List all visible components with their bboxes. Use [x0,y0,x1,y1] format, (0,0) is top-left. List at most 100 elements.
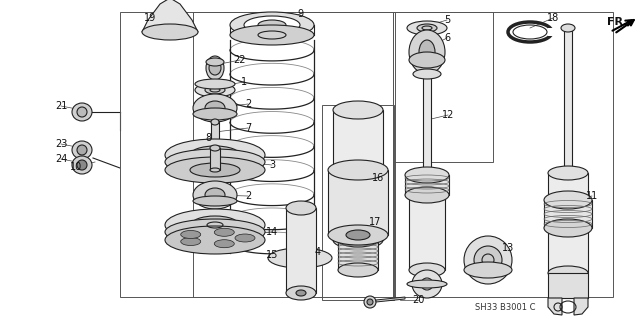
Bar [338,240,378,270]
Ellipse shape [142,24,198,40]
Ellipse shape [77,145,87,155]
Text: 16: 16 [372,173,384,183]
Ellipse shape [191,216,239,234]
Polygon shape [574,298,588,315]
Ellipse shape [338,233,378,247]
Ellipse shape [244,16,300,34]
Ellipse shape [413,69,441,79]
Ellipse shape [328,225,388,245]
Text: 7: 7 [245,123,251,133]
Bar [548,173,588,273]
Ellipse shape [211,119,219,125]
Text: 14: 14 [266,227,278,237]
Text: 15: 15 [266,250,278,260]
Ellipse shape [211,145,219,151]
Ellipse shape [180,238,201,246]
Text: 11: 11 [586,191,598,201]
Ellipse shape [409,263,445,277]
Ellipse shape [235,234,255,242]
Ellipse shape [554,168,582,178]
Ellipse shape [165,149,265,175]
Text: 17: 17 [369,217,381,227]
Bar [211,122,219,148]
Ellipse shape [290,254,310,262]
Ellipse shape [206,56,224,80]
Text: 9: 9 [297,9,303,19]
Ellipse shape [268,248,332,268]
Text: 8: 8 [205,133,211,143]
Ellipse shape [328,160,388,180]
Ellipse shape [407,21,447,35]
Ellipse shape [286,286,316,300]
Ellipse shape [72,103,92,121]
Text: 3: 3 [269,160,275,170]
Bar [409,180,445,270]
Text: 6: 6 [444,33,450,43]
Text: 4: 4 [315,247,321,257]
Bar [548,28,556,36]
Ellipse shape [165,157,265,183]
Ellipse shape [206,58,224,66]
Ellipse shape [195,79,235,89]
Ellipse shape [405,167,449,183]
Ellipse shape [333,101,383,119]
Text: 2: 2 [245,99,251,109]
Ellipse shape [474,246,502,274]
Ellipse shape [548,166,588,180]
Ellipse shape [419,40,435,64]
Text: 12: 12 [442,110,454,120]
Bar [393,12,613,297]
Ellipse shape [193,196,237,206]
Ellipse shape [193,94,237,122]
Ellipse shape [407,280,447,288]
Ellipse shape [72,141,92,159]
Polygon shape [142,0,198,32]
Ellipse shape [165,226,265,254]
Bar [564,28,572,173]
Ellipse shape [214,228,234,236]
Text: 1: 1 [241,77,247,87]
Text: 2: 2 [245,191,251,201]
Ellipse shape [409,30,445,74]
Ellipse shape [205,101,225,115]
Ellipse shape [180,230,201,239]
Polygon shape [548,298,562,315]
Ellipse shape [193,108,237,120]
Ellipse shape [210,168,220,172]
Text: 22: 22 [234,55,246,65]
Ellipse shape [338,263,378,277]
Bar [423,74,431,224]
Ellipse shape [350,236,366,244]
Text: FR.: FR. [607,17,627,27]
Ellipse shape [165,139,265,171]
Ellipse shape [210,145,220,151]
Ellipse shape [230,12,314,38]
Text: SH33 B3001 C: SH33 B3001 C [475,303,536,313]
Bar [405,175,449,195]
Bar [322,105,394,300]
Ellipse shape [544,191,592,209]
Ellipse shape [364,296,376,308]
Bar [393,12,493,162]
Ellipse shape [190,163,240,177]
Ellipse shape [409,52,445,68]
Text: 19: 19 [144,13,156,23]
Bar [120,12,395,297]
Ellipse shape [205,188,225,202]
Ellipse shape [230,25,314,45]
Ellipse shape [77,107,87,117]
Ellipse shape [286,201,316,215]
Text: 24: 24 [55,154,67,164]
Text: 20: 20 [412,295,424,305]
Ellipse shape [205,86,225,94]
Ellipse shape [405,187,449,203]
Ellipse shape [464,262,512,278]
Polygon shape [376,297,405,302]
Ellipse shape [190,146,240,164]
Ellipse shape [367,299,373,305]
Text: 21: 21 [55,101,67,111]
Ellipse shape [258,20,286,30]
Text: 10: 10 [70,162,82,172]
Text: 13: 13 [502,243,514,253]
Bar [286,208,316,293]
